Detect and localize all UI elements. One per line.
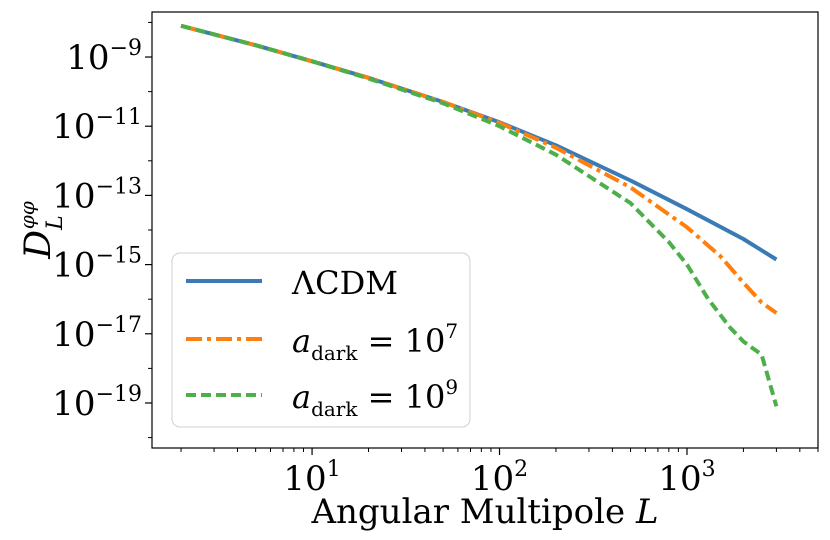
y-tick-label: 10−19 [52,382,142,424]
x-tick-label: 102 [471,457,528,499]
legend-label-2: adark = 107 [292,319,458,365]
plot-lines [180,23,779,407]
x-tick-label: 101 [283,457,340,499]
svg-text:DLφφ: DLφφ [15,201,68,260]
legend: ΛCDM adark = 107 adark = 109 [171,252,471,428]
y-tick-label: 10−11 [52,105,142,147]
y-tick-label: 10−17 [52,313,142,355]
series-line-3 [180,23,779,407]
x-axis-label: Angular Multipole L [310,492,658,532]
y-axis-ticks: 10−9 10−11 10−13 10−15 10−17 10−19 [52,21,152,439]
legend-box [171,252,471,428]
x-axis-ticks: 101 102 103 [180,448,819,499]
legend-label-3: adark = 109 [292,375,458,421]
y-tick-label: 10−9 [66,36,142,78]
y-tick-label: 10−13 [52,174,142,216]
y-axis-label: DLφφ [15,201,68,260]
legend-label-1: ΛCDM [291,264,398,302]
y-tick-label: 10−15 [52,244,142,286]
x-tick-label: 103 [658,457,715,499]
